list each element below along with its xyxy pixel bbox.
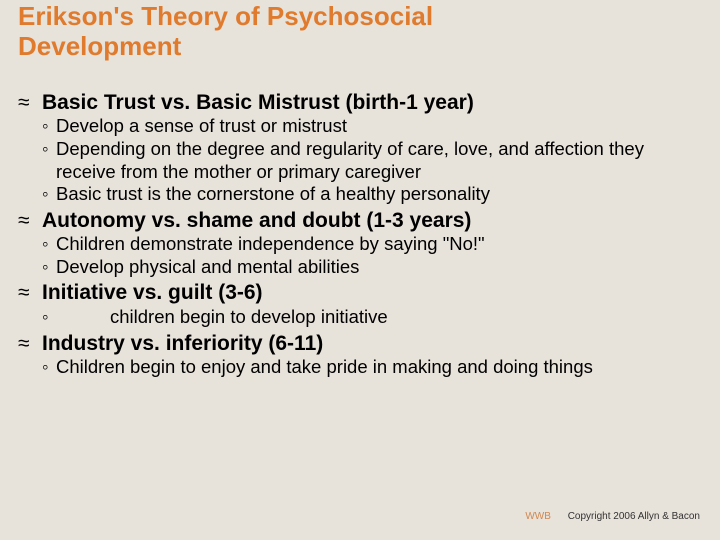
stage-point: ◦ Depending on the degree and regularity…	[42, 138, 702, 183]
subbullet-icon: ◦	[42, 306, 56, 329]
stage-heading: ≈ Initiative vs. guilt (3-6)	[18, 280, 702, 306]
bullet-icon: ≈	[18, 90, 42, 116]
stage-heading: ≈ Basic Trust vs. Basic Mistrust (birth-…	[18, 90, 702, 116]
subbullet-icon: ◦	[42, 115, 56, 138]
bullet-icon: ≈	[18, 208, 42, 234]
stage-heading-text: Basic Trust vs. Basic Mistrust (birth-1 …	[42, 90, 474, 116]
stage-point-text: Children demonstrate independence by say…	[56, 233, 485, 256]
stage-point: ◦ Develop physical and mental abilities	[42, 256, 702, 279]
indent-spacer	[56, 306, 110, 329]
stage-point: ◦ children begin to develop initiative	[42, 306, 702, 329]
stage-point: ◦ Children begin to enjoy and take pride…	[42, 356, 702, 379]
subbullet-icon: ◦	[42, 183, 56, 206]
stage-point-text: children begin to develop initiative	[110, 306, 388, 329]
slide: Erikson's Theory of Psychosocial Develop…	[0, 0, 720, 540]
stage-heading-text: Initiative vs. guilt (3-6)	[42, 280, 263, 306]
title-line-2: Development	[18, 31, 181, 61]
stage-point-text: Develop physical and mental abilities	[56, 256, 359, 279]
stage-point-text: Basic trust is the cornerstone of a heal…	[56, 183, 490, 206]
footer-copyright: Copyright 2006 Allyn & Bacon	[568, 511, 700, 522]
subbullet-icon: ◦	[42, 138, 56, 183]
stage-point-text: Develop a sense of trust or mistrust	[56, 115, 347, 138]
footer: WWB Copyright 2006 Allyn & Bacon	[525, 511, 700, 522]
slide-content: ≈ Basic Trust vs. Basic Mistrust (birth-…	[18, 90, 702, 379]
subbullet-icon: ◦	[42, 356, 56, 379]
subbullet-icon: ◦	[42, 256, 56, 279]
stage-heading: ≈ Industry vs. inferiority (6-11)	[18, 331, 702, 357]
stage-point: ◦ Children demonstrate independence by s…	[42, 233, 702, 256]
subbullet-icon: ◦	[42, 233, 56, 256]
bullet-icon: ≈	[18, 280, 42, 306]
stage-point-text: Depending on the degree and regularity o…	[56, 138, 702, 183]
bullet-icon: ≈	[18, 331, 42, 357]
stage-point: ◦ Basic trust is the cornerstone of a he…	[42, 183, 702, 206]
stage-heading-text: Autonomy vs. shame and doubt (1-3 years)	[42, 208, 471, 234]
slide-title: Erikson's Theory of Psychosocial Develop…	[18, 0, 702, 62]
footer-left: WWB	[525, 511, 551, 522]
stage-heading-text: Industry vs. inferiority (6-11)	[42, 331, 323, 357]
stage-point-text: Children begin to enjoy and take pride i…	[56, 356, 593, 379]
stage-point: ◦ Develop a sense of trust or mistrust	[42, 115, 702, 138]
stage-heading: ≈ Autonomy vs. shame and doubt (1-3 year…	[18, 208, 702, 234]
title-line-1: Erikson's Theory of Psychosocial	[18, 1, 433, 31]
